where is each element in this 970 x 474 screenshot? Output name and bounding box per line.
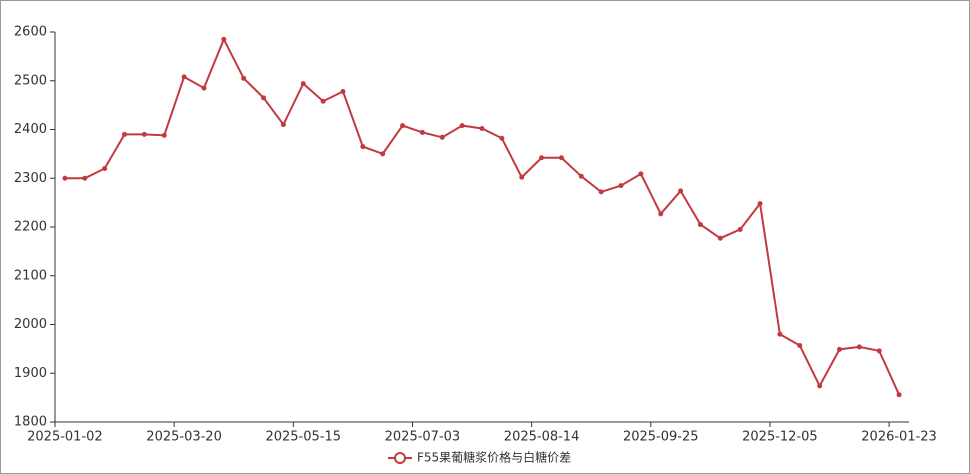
point (439, 134, 445, 140)
point (578, 173, 584, 179)
point (777, 331, 783, 337)
point (539, 155, 545, 161)
point (340, 88, 346, 94)
point (558, 155, 564, 161)
point (181, 74, 187, 80)
point (678, 188, 684, 194)
x-tick-label: 2026-01-23 (861, 430, 937, 445)
point (618, 183, 624, 189)
point (62, 175, 68, 181)
y-tick-label: 2000 (14, 317, 47, 332)
y-tick-label: 2600 (14, 25, 47, 40)
legend-marker (394, 452, 406, 464)
x-tick-label: 2025-12-05 (742, 430, 818, 445)
point (201, 85, 207, 91)
point (400, 123, 406, 129)
point (360, 144, 366, 150)
point (241, 75, 247, 81)
point (856, 344, 862, 350)
x-tick-label: 2025-08-14 (504, 430, 580, 445)
point (697, 222, 703, 228)
point (380, 151, 386, 157)
point (82, 175, 88, 181)
y-tick-label: 2500 (14, 73, 47, 88)
point (479, 126, 485, 132)
x-tick-label: 2025-01-02 (27, 430, 103, 445)
x-tick-label: 2025-05-15 (265, 430, 341, 445)
point (519, 174, 525, 180)
point (658, 211, 664, 217)
point (102, 166, 108, 171)
point (419, 129, 425, 135)
x-tick-label: 2025-07-03 (385, 430, 461, 445)
x-tick-label: 2025-09-25 (623, 430, 699, 445)
x-tick-label: 2025-03-20 (146, 430, 222, 445)
point (261, 95, 267, 101)
point (141, 131, 147, 137)
point (817, 383, 823, 389)
point (737, 226, 743, 232)
point (598, 189, 604, 195)
y-tick-label: 2400 (14, 122, 47, 137)
point (122, 131, 128, 137)
y-tick-label: 2200 (14, 220, 47, 235)
point (717, 235, 723, 241)
point (300, 81, 306, 87)
point (797, 342, 803, 348)
point (161, 132, 167, 138)
y-tick-label: 1800 (14, 415, 47, 430)
point (876, 348, 882, 354)
point (757, 201, 763, 207)
point (459, 123, 465, 129)
point (499, 135, 505, 141)
point (320, 98, 326, 104)
point (280, 122, 286, 128)
y-tick-label: 2100 (14, 268, 47, 283)
y-tick-label: 2300 (14, 171, 47, 186)
point (221, 36, 227, 42)
point (836, 346, 842, 352)
point (896, 392, 902, 398)
point (638, 171, 644, 177)
y-tick-label: 1900 (14, 366, 47, 381)
legend-label: F55果葡糖浆价格与白糖价差 (417, 450, 571, 465)
